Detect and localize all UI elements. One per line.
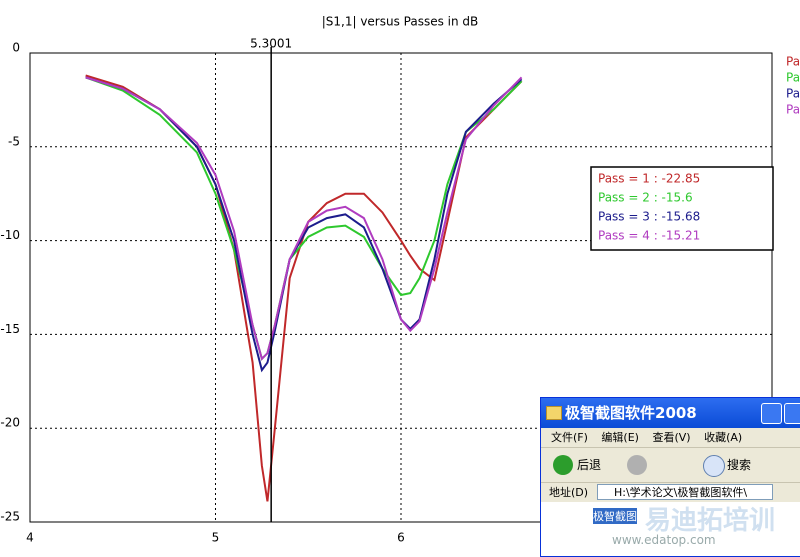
toolbar: 后退 搜索 (541, 448, 800, 483)
readout-text: Pass = 2 : -15.6 (598, 191, 693, 205)
back-button[interactable]: 后退 (577, 458, 602, 472)
legend-entry: Pass = 3 (786, 87, 800, 101)
window-content: 极智截图 (541, 502, 800, 556)
menu-bar: 文件(F) 编辑(E) 查看(V) 收藏(A) (541, 428, 800, 448)
address-text: H:\学术论文\极智截图软件\ (614, 486, 748, 499)
y-tick-label: -15 (0, 322, 20, 336)
menu-item[interactable]: 查看(V) (652, 431, 691, 444)
marker-label: 5.3001 (250, 37, 292, 51)
search-button[interactable]: 搜索 (727, 458, 752, 472)
menu-item[interactable]: 编辑(E) (601, 431, 639, 444)
address-label: 地址(D) (549, 486, 589, 499)
search-icon[interactable] (703, 455, 725, 477)
legend-entry: Pass = 1 (786, 55, 800, 69)
legend-entry: Pass = 2 (786, 71, 800, 85)
series-line (85, 74, 523, 502)
x-tick-label: 6 (397, 531, 405, 545)
title-bar: 极智截图软件2008 (541, 398, 800, 428)
maximize-button[interactable] (784, 403, 800, 424)
folder-icon (546, 406, 562, 420)
series-line (85, 76, 523, 361)
explorer-window: 极智截图软件2008 文件(F) 编辑(E) 查看(V) 收藏(A) 后退 搜索… (540, 397, 800, 557)
minimize-button[interactable] (761, 403, 782, 424)
menu-item[interactable]: 文件(F) (551, 431, 588, 444)
x-tick-label: 5 (212, 531, 220, 545)
y-tick-label: -10 (0, 228, 20, 242)
address-field[interactable]: H:\学术论文\极智截图软件\ (597, 484, 773, 500)
watermark-brand: 易迪拓培训 (645, 506, 776, 536)
file-item[interactable]: 极智截图 (593, 508, 637, 524)
y-tick-label: -5 (8, 134, 20, 148)
address-bar: 地址(D) H:\学术论文\极智截图软件\ (541, 483, 800, 503)
x-tick-label: 4 (26, 531, 34, 545)
y-tick-label: -20 (0, 416, 20, 430)
series-line (85, 76, 523, 373)
window-title: 极智截图软件2008 (565, 404, 697, 422)
legend-entry: Pass = 4 (786, 103, 800, 117)
readout-box (590, 166, 774, 251)
y-tick-label: 0 (12, 41, 20, 55)
menu-item[interactable]: 收藏(A) (704, 431, 743, 444)
series-line (85, 76, 523, 361)
watermark-url: www.edatop.com (612, 533, 716, 547)
readout-text: Pass = 4 : -15.21 (598, 229, 700, 243)
chart-title: |S1,1| versus Passes in dB (322, 15, 479, 29)
back-icon[interactable] (553, 455, 573, 475)
forward-icon[interactable] (627, 455, 647, 475)
readout-text: Pass = 1 : -22.85 (598, 172, 700, 186)
y-tick-label: -25 (0, 510, 20, 524)
readout-text: Pass = 3 : -15.68 (598, 210, 700, 224)
